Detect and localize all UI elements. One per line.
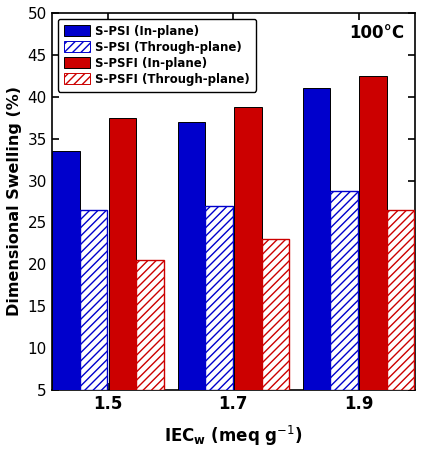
Bar <box>262 239 289 390</box>
Bar <box>234 107 262 390</box>
Bar <box>205 206 233 390</box>
Bar <box>330 191 358 390</box>
Bar <box>80 210 108 390</box>
Bar <box>109 118 136 390</box>
Bar <box>387 210 414 390</box>
Bar <box>52 151 80 390</box>
Bar <box>136 260 164 390</box>
Bar <box>178 122 205 390</box>
Text: 100°C: 100°C <box>349 24 404 42</box>
Bar <box>303 88 330 390</box>
X-axis label: IEC$_\mathregular{w}$ (meq g$^{-1}$): IEC$_\mathregular{w}$ (meq g$^{-1}$) <box>164 424 303 448</box>
Y-axis label: Dimensional Swelling (%): Dimensional Swelling (%) <box>7 86 22 317</box>
Bar <box>359 76 387 390</box>
Legend: S-PSI (In-plane), S-PSI (Through-plane), S-PSFI (In-plane), S-PSFI (Through-plan: S-PSI (In-plane), S-PSI (Through-plane),… <box>58 19 256 91</box>
